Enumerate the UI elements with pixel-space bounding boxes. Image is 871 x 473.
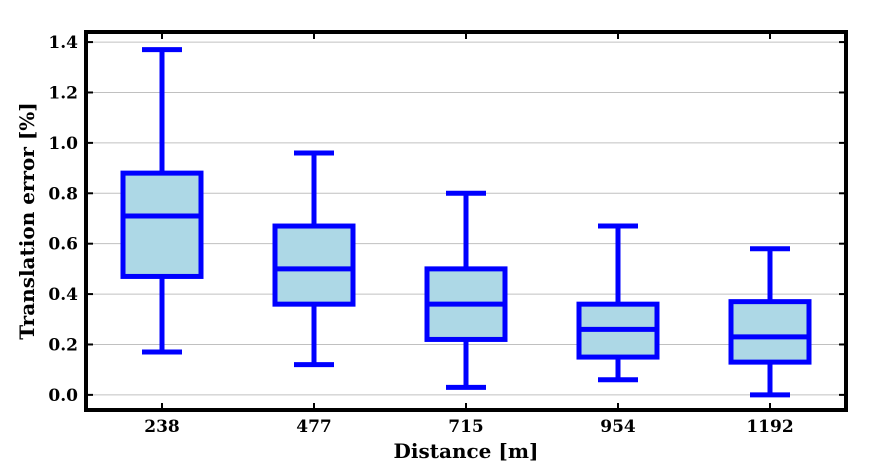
x-ticks: 238 477 715 954 1192 [144,32,794,437]
y-tick-label: 1.4 [48,33,78,53]
box-715 [424,190,508,390]
x-axis-label: Distance [m] [394,439,539,463]
x-tick-label: 477 [296,417,332,437]
box-1192 [728,246,812,398]
y-tick-label: 1.0 [48,134,78,154]
y-tick-label: 0.6 [48,235,78,255]
box-477 [272,150,356,368]
y-ticks: 0.0 0.2 0.4 0.6 0.8 1.0 1.2 1.4 [48,33,846,406]
y-tick-label: 1.2 [48,83,78,103]
x-tick-label: 238 [144,417,180,437]
x-tick-label: 715 [448,417,484,437]
boxes [120,47,812,398]
box-954 [576,223,660,383]
iqr-box [272,223,356,307]
iqr-box [120,170,204,279]
box-238 [120,47,204,355]
y-tick-label: 0.4 [48,285,78,305]
x-tick-label: 1192 [746,417,793,437]
iqr-box [728,299,812,365]
y-axis-label: Translation error [%] [15,102,39,340]
x-tick-label: 954 [600,417,636,437]
y-tick-label: 0.8 [48,184,78,204]
y-tick-label: 0.2 [48,335,78,355]
y-tick-label: 0.0 [48,386,78,406]
